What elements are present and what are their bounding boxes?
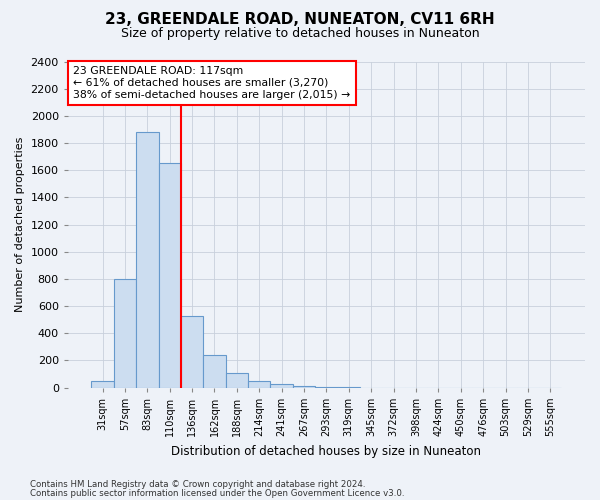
Bar <box>158 164 181 388</box>
Bar <box>248 381 271 388</box>
Text: Size of property relative to detached houses in Nuneaton: Size of property relative to detached ho… <box>121 28 479 40</box>
Bar <box>293 386 315 388</box>
Bar <box>271 384 293 388</box>
Text: Contains HM Land Registry data © Crown copyright and database right 2024.: Contains HM Land Registry data © Crown c… <box>30 480 365 489</box>
Text: 23, GREENDALE ROAD, NUNEATON, CV11 6RH: 23, GREENDALE ROAD, NUNEATON, CV11 6RH <box>105 12 495 28</box>
Bar <box>136 132 158 388</box>
Text: Contains public sector information licensed under the Open Government Licence v3: Contains public sector information licen… <box>30 488 404 498</box>
Bar <box>91 381 114 388</box>
Bar <box>114 279 136 388</box>
Y-axis label: Number of detached properties: Number of detached properties <box>15 137 25 312</box>
Bar <box>181 316 203 388</box>
Text: 23 GREENDALE ROAD: 117sqm
← 61% of detached houses are smaller (3,270)
38% of se: 23 GREENDALE ROAD: 117sqm ← 61% of detac… <box>73 66 350 100</box>
Bar <box>226 374 248 388</box>
X-axis label: Distribution of detached houses by size in Nuneaton: Distribution of detached houses by size … <box>172 444 481 458</box>
Bar <box>203 355 226 388</box>
Bar <box>315 387 338 388</box>
